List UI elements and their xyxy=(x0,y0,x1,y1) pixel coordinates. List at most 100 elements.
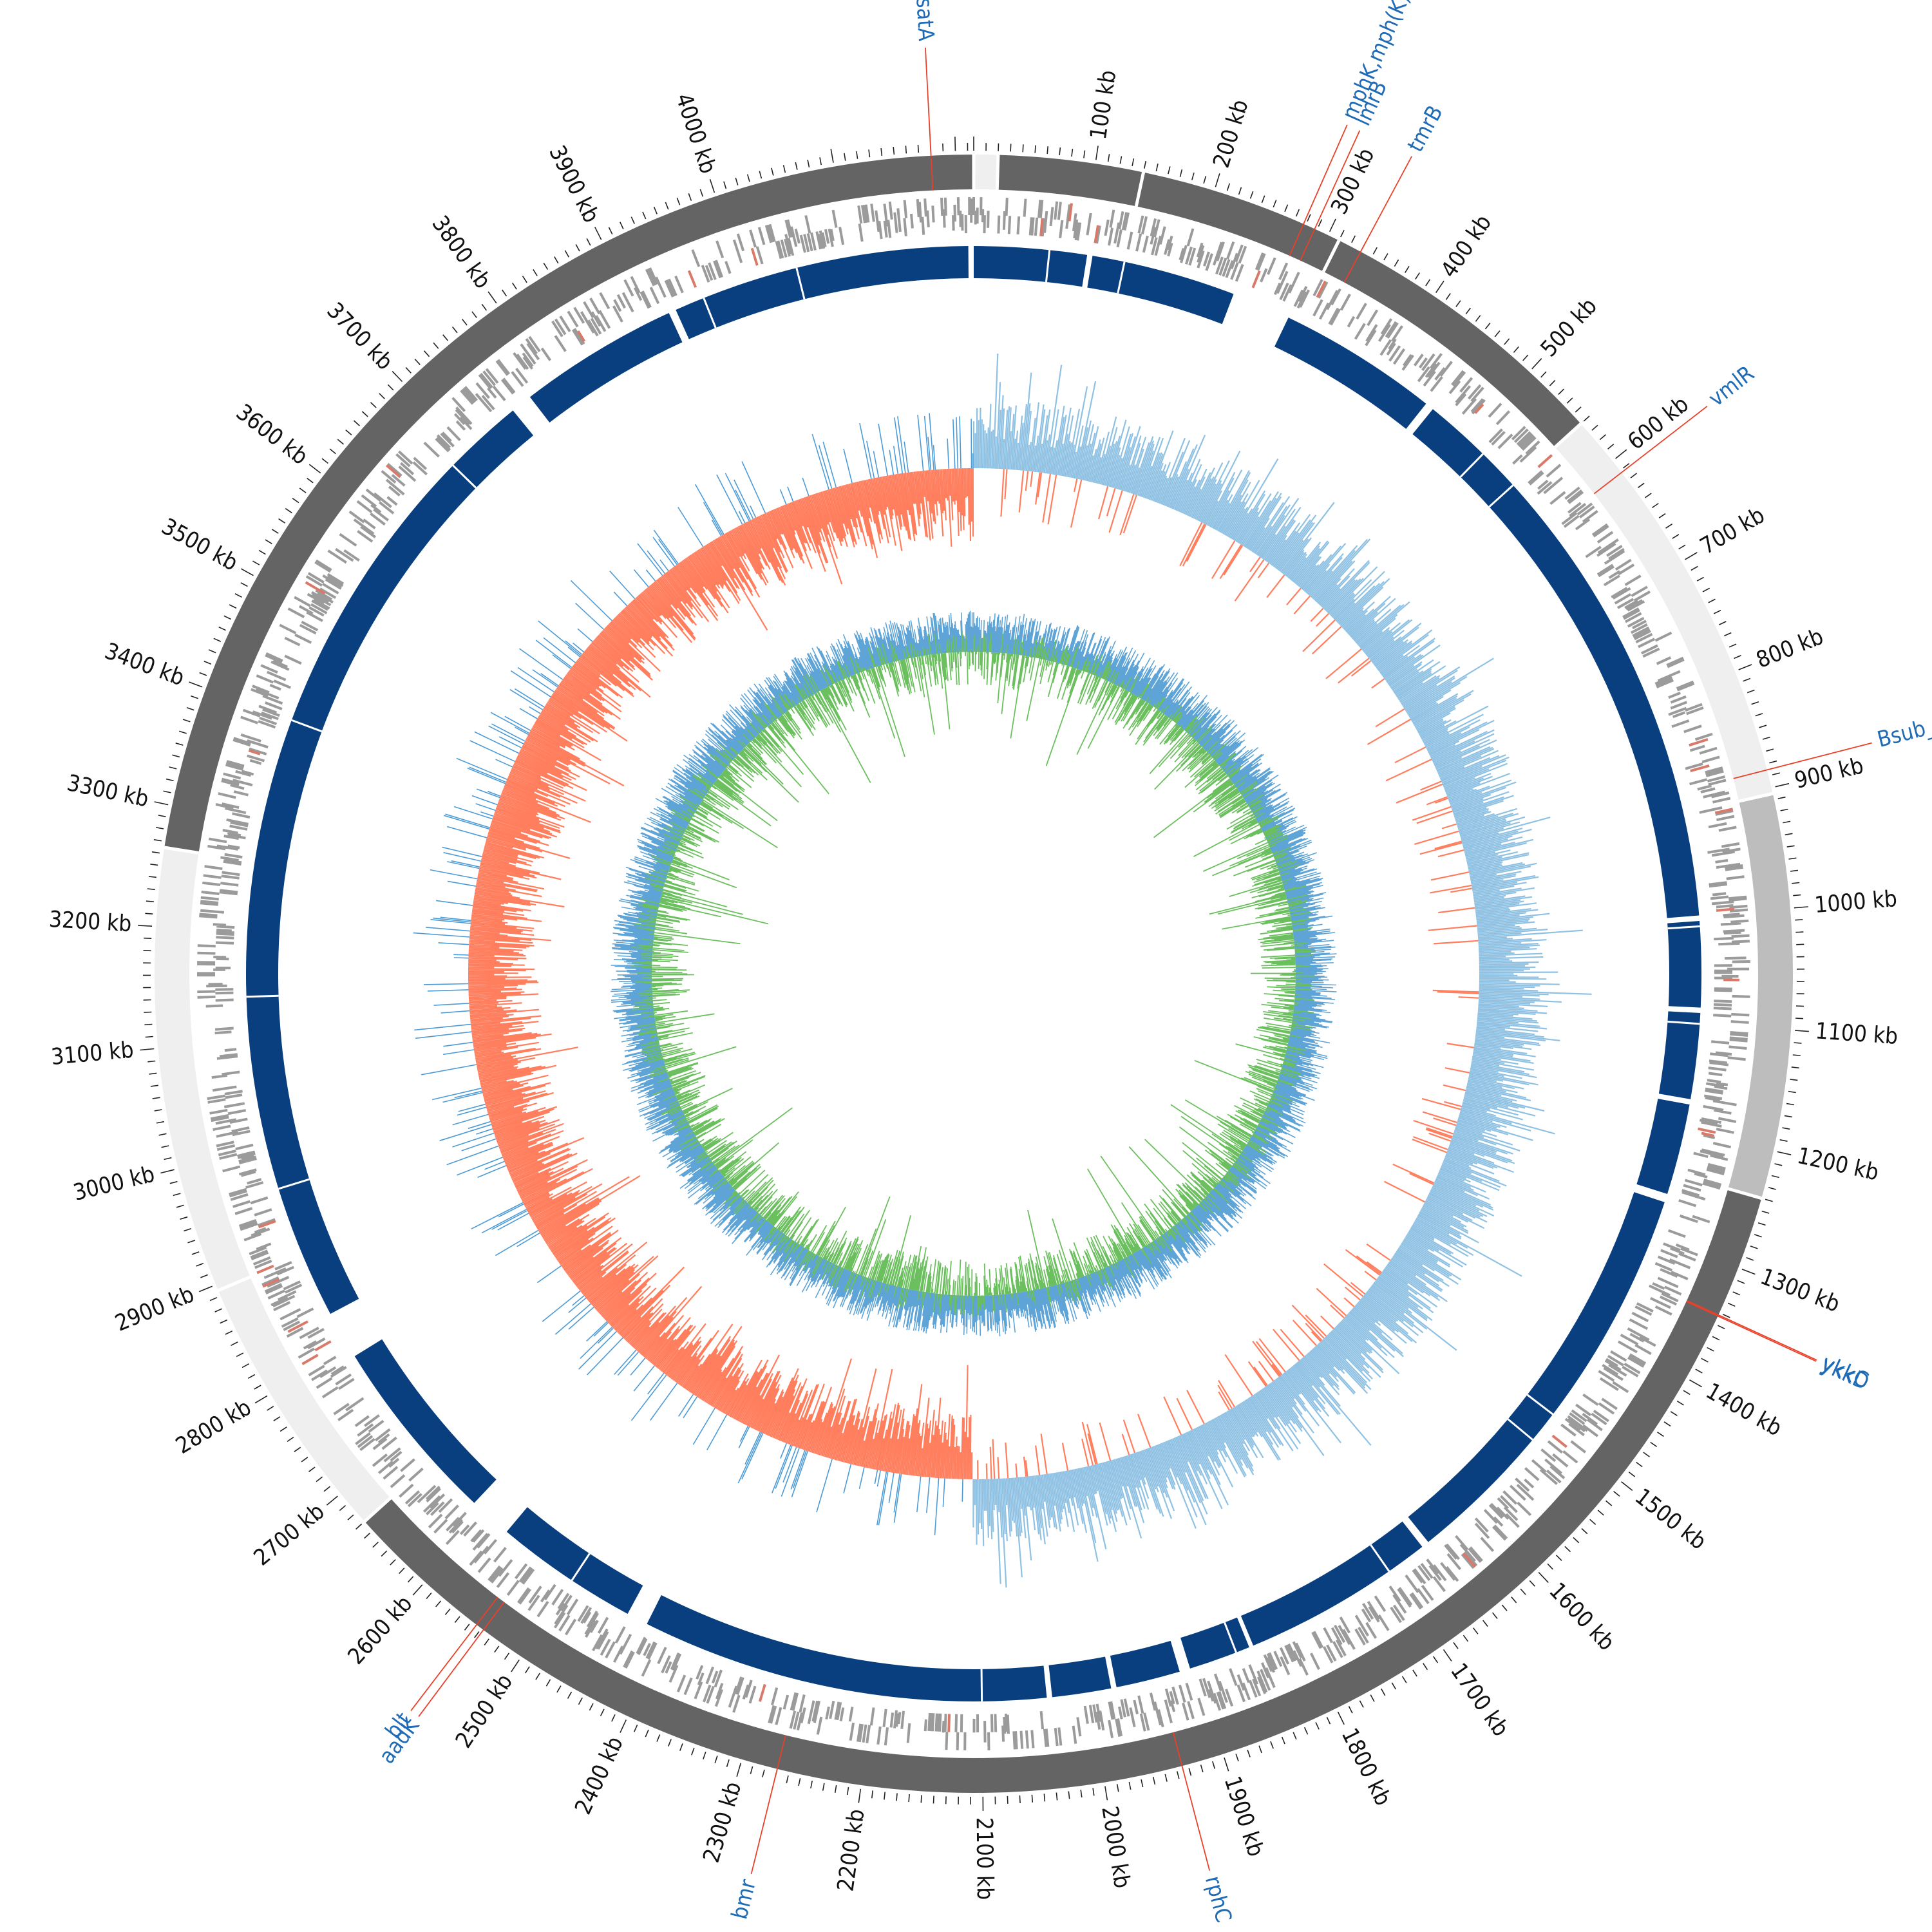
axis-tick-label: 2600 kb xyxy=(343,1591,418,1669)
gene-leader-line xyxy=(750,1735,786,1875)
alignment-block xyxy=(1048,1656,1112,1698)
axis-tick-label: 1400 kb xyxy=(1701,1378,1786,1441)
gene-label: vmlR xyxy=(1704,361,1759,412)
gene-leader-line xyxy=(1172,1732,1211,1871)
gene-label: tmrB xyxy=(1403,101,1448,156)
gc-negative-bars xyxy=(468,468,1479,1480)
alignment-block xyxy=(647,1595,1047,1701)
axis-tick-label: 1500 kb xyxy=(1630,1484,1711,1555)
alignment-block xyxy=(1408,1192,1665,1542)
gene-leader-line xyxy=(1343,156,1412,283)
alignment-break xyxy=(1117,261,1126,294)
alignment-break xyxy=(291,719,323,733)
alignment-block xyxy=(974,246,1088,287)
kb-axis: 100 kb 200 kb 300 kb 400 kb 500 kb 600 kb700 … xyxy=(48,68,1899,1900)
axis-tick-label: 1800 kb xyxy=(1336,1724,1396,1810)
alignment-block xyxy=(1087,256,1234,325)
gene-leader-line xyxy=(1686,1300,1817,1361)
alignment-block xyxy=(1240,1521,1423,1646)
skew-outline xyxy=(611,611,1337,1337)
axis-tick-label: 3400 kb xyxy=(101,638,187,691)
axis-tick-label: 1900 kb xyxy=(1219,1773,1269,1859)
gene-leader-line xyxy=(1733,742,1872,779)
axis-tick-label: 2900 kb xyxy=(111,1282,198,1337)
axis-tick-label: 3500 kb xyxy=(157,514,242,576)
alignment-block xyxy=(506,1507,643,1615)
contig-segment xyxy=(1325,241,1580,446)
gc-spikes xyxy=(413,413,974,1536)
axis-tick-label: 1700 kb xyxy=(1445,1659,1513,1741)
gene-label: satA xyxy=(911,0,938,42)
alignment-block xyxy=(246,410,534,1314)
alignment-block xyxy=(1412,409,1700,918)
axis-tick-label: 2000 kb xyxy=(1096,1804,1135,1890)
alignment-block xyxy=(1180,1617,1249,1669)
contig-ring xyxy=(155,155,1793,1793)
axis-tick-label: 800 kb xyxy=(1753,624,1827,674)
alignment-block xyxy=(676,246,969,339)
axis-tick-label: 3100 kb xyxy=(50,1037,135,1071)
contig-segment xyxy=(1556,424,1773,800)
alignment-break xyxy=(246,994,279,998)
alignment-block xyxy=(354,1339,497,1503)
axis-tick-label: 4000 kb xyxy=(670,90,721,176)
alignment-block xyxy=(1110,1640,1180,1688)
alignment-break xyxy=(278,1178,310,1190)
axis-tick-label: 2500 kb xyxy=(451,1669,518,1752)
gc-content-track xyxy=(413,354,1592,1588)
axis-tick-label: 400 kb xyxy=(1436,211,1497,283)
alignment-break xyxy=(1526,1394,1554,1416)
alignment-block xyxy=(1274,317,1426,430)
axis-tick-label: 600 kb xyxy=(1623,392,1694,455)
gene-leader-line xyxy=(1686,1301,1817,1362)
axis-tick-label: 500 kb xyxy=(1536,293,1602,362)
alignment-block xyxy=(1636,1099,1690,1194)
axis-tick-label: 2400 kb xyxy=(571,1733,629,1819)
gene-label: rphC xyxy=(1200,1873,1236,1926)
axis-tick-label: 3000 kb xyxy=(71,1161,157,1206)
alignment-break xyxy=(1507,1418,1533,1441)
skew-bars xyxy=(630,631,1316,1317)
alignment-break xyxy=(795,267,806,299)
gene-leader-line xyxy=(1289,124,1348,256)
axis-tick-label: 3300 kb xyxy=(64,770,151,813)
axis-tick-label: 1300 kb xyxy=(1757,1264,1843,1318)
axis-tick-label: 300 kb xyxy=(1327,144,1380,218)
feature-ticks xyxy=(197,196,1750,1750)
alignment-block xyxy=(1667,920,1701,1008)
axis-tick-label: 1000 kb xyxy=(1814,886,1898,918)
alignment-break xyxy=(571,1553,591,1581)
gene-label: Bsub_mprF xyxy=(1875,701,1932,753)
axis-tick-label: 700 kb xyxy=(1696,502,1769,560)
gc-positive-bars xyxy=(972,354,1592,1588)
axis-tick-label: 2700 kb xyxy=(249,1499,330,1571)
gene-leader-line xyxy=(1593,406,1708,495)
axis-tick-label: 3900 kb xyxy=(544,142,604,227)
axis-tick-label: 2300 kb xyxy=(699,1779,747,1865)
alignment-break xyxy=(703,298,717,328)
axis-tick-label: 3200 kb xyxy=(48,907,132,937)
contig-segment xyxy=(998,155,1142,206)
contig-segment xyxy=(975,155,997,190)
alignment-block xyxy=(529,312,683,423)
axis-tick-label: 2100 kb xyxy=(971,1817,998,1900)
axis-tick-label: 2800 kb xyxy=(171,1395,256,1459)
axis-tick-label: 2200 kb xyxy=(833,1808,869,1893)
contig-segment xyxy=(218,1278,390,1520)
axis-tick-label: 3800 kb xyxy=(426,211,495,294)
alignment-break xyxy=(452,464,477,489)
alignment-break xyxy=(980,1669,983,1701)
axis-tick-label: 3700 kb xyxy=(321,298,397,375)
alignment-break xyxy=(1370,1544,1390,1572)
gene-leader-line xyxy=(418,1602,505,1718)
alignment-block xyxy=(1658,1011,1701,1099)
axis-tick-label: 200 kb xyxy=(1209,97,1254,171)
axis-ticks xyxy=(138,137,1809,1811)
axis-tick-label: 1100 kb xyxy=(1815,1018,1899,1050)
alignment-break xyxy=(1459,453,1484,478)
alignment-ring xyxy=(246,246,1701,1701)
axis-tick-label: 3600 kb xyxy=(231,399,312,470)
contig-segment xyxy=(164,155,972,851)
gene-label: bmr xyxy=(726,1877,761,1922)
